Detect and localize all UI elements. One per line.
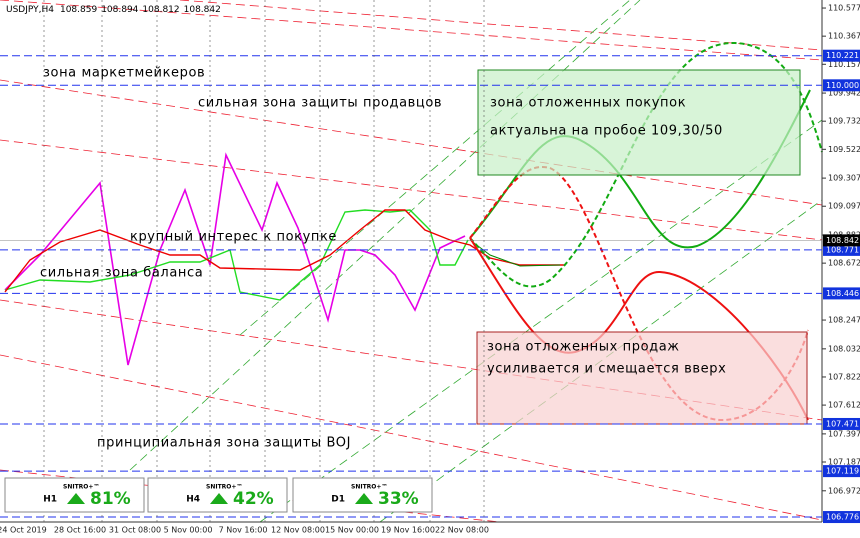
price-tick-label: 109.942 [828,89,860,98]
price-tick-label: 109.522 [828,145,860,154]
time-label: 24 Oct 2019 [0,526,47,535]
widget-percent: 42% [233,489,274,509]
price-tick-label: 109.307 [828,174,860,183]
time-label: 15 Nov 00:00 [325,526,379,535]
time-label: 31 Oct 08:00 [109,526,161,535]
decorations [0,0,823,523]
up-arrow [67,493,85,504]
level-label: 110.000 [826,81,859,90]
price-tick-label: 106.972 [828,486,860,495]
zone-label: зона отложенных покупок [490,96,686,111]
header: USDJPY,H4 108.859 108.894 108.812 108.842 [6,5,221,15]
level-box [823,243,860,256]
widget-timeframe: H1 [43,495,57,505]
widget-brand: SNITRO+™ [206,484,242,491]
price: 108.812 [142,5,179,15]
price-tick-label: 108.247 [828,316,860,325]
price: 108.894 [101,5,138,15]
level-label: 110.221 [826,51,859,60]
level-box [823,511,860,524]
price-tick-label: 109.097 [828,202,860,211]
level-label: 106.776 [826,513,859,522]
widget-percent: 81% [90,489,131,509]
level-box [823,79,860,92]
current-price-label: 108.842 [826,236,859,245]
zone-label: усиливается и смещается вверх [487,362,726,377]
time-label: 5 Nov 00:00 [164,526,213,535]
price: 108.859 [60,5,97,15]
time-label: 12 Nov 08:00 [271,526,325,535]
price-tick-label: 108.672 [828,259,860,268]
widget-timeframe: D1 [331,495,345,505]
widget-timeframe: H4 [186,495,200,505]
widget-brand: SNITRO+™ [63,484,99,491]
level-label: 108.446 [826,289,859,298]
level-label: 108.771 [826,245,859,254]
price-tick-label: 110.577 [828,4,860,13]
current-price-box [823,234,860,247]
up-arrow [210,493,228,504]
level-box [823,465,860,478]
price-tick-label: 107.187 [828,458,860,467]
level-label: 107.119 [826,467,859,476]
level-label: 107.471 [826,419,859,428]
price-tick-label: 108.032 [828,344,860,353]
annotation: принципиальная зона защиты BOJ [97,436,351,451]
price-tick-label: 109.732 [828,117,860,126]
price-tick-label: 110.157 [828,60,860,69]
zone-label: актуальна на пробое 109,30/50 [490,124,723,139]
level-box [823,49,860,62]
price-tick-label: 107.397 [828,429,860,438]
annotation: сильная зона баланса [40,266,203,281]
level-box [823,287,860,300]
zone-label: зона отложенных продаж [487,340,680,355]
widget-percent: 33% [378,489,419,509]
price-tick-label: 107.612 [828,401,860,410]
annotation: крупный интерес к покупке [130,230,337,245]
widget-brand: SNITRO+™ [351,484,387,491]
price-tick-label: 107.822 [828,372,860,381]
time-label: 19 Nov 16:00 [381,526,435,535]
price-tick-label: 110.367 [828,32,860,41]
time-label: 22 Nov 08:00 [435,526,489,535]
annotation: сильная зона защиты продавцов [198,96,442,111]
annotation: зона маркетмейкеров [43,66,205,81]
symbol: USDJPY,H4 [6,5,54,15]
time-label: 7 Nov 16:00 [219,526,268,535]
price: 108.842 [184,5,221,15]
up-arrow [355,493,373,504]
time-label: 28 Oct 16:00 [54,526,106,535]
level-box [823,417,860,430]
